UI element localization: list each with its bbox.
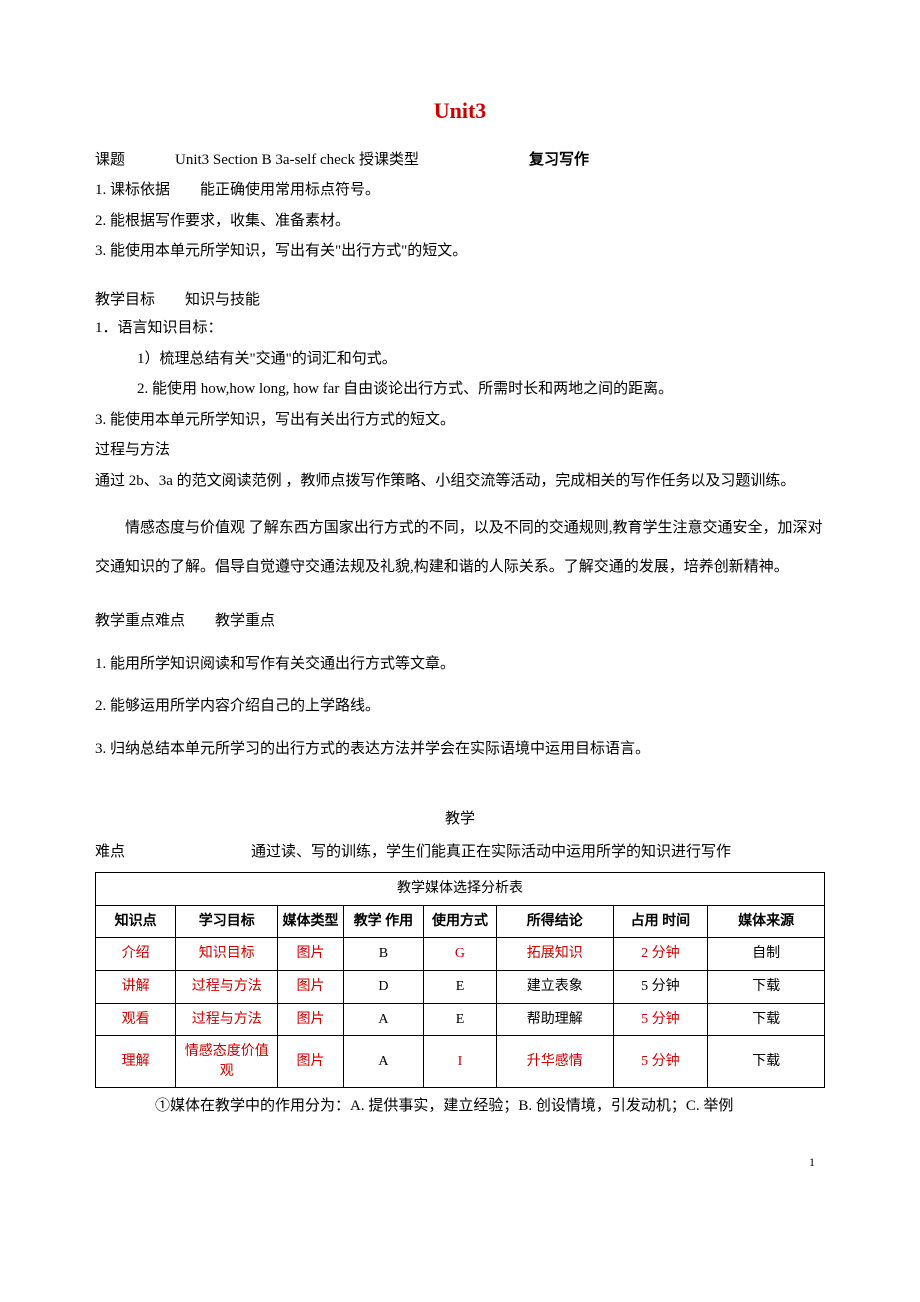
table-header-row: 知识点学习目标媒体类型教学 作用使用方式所得结论占用 时间媒体来源 bbox=[96, 905, 825, 938]
table-col-3: 教学 作用 bbox=[343, 905, 423, 938]
table-cell: 理解 bbox=[96, 1036, 176, 1088]
keypoint-2: 2. 能够运用所学内容介绍自己的上学路线。 bbox=[95, 692, 825, 721]
table-col-1: 学习目标 bbox=[176, 905, 278, 938]
table-cell: 升华感情 bbox=[496, 1036, 613, 1088]
table-cell: E bbox=[424, 971, 497, 1004]
table-cell: 过程与方法 bbox=[176, 1003, 278, 1036]
table-row: 讲解过程与方法图片DE建立表象5 分钟下载 bbox=[96, 971, 825, 1004]
standard-1: 1. 课标依据 能正确使用常用标点符号。 bbox=[95, 176, 825, 205]
table-cell: A bbox=[343, 1036, 423, 1088]
table-cell: 图片 bbox=[278, 938, 344, 971]
goal-a: 1．语言知识目标： bbox=[95, 314, 825, 343]
table-cell: 下载 bbox=[708, 971, 825, 1004]
media-table: 教学媒体选择分析表 知识点学习目标媒体类型教学 作用使用方式所得结论占用 时间媒… bbox=[95, 872, 825, 1088]
table-cell: E bbox=[424, 1003, 497, 1036]
table-col-7: 媒体来源 bbox=[708, 905, 825, 938]
type-value: 复习写作 bbox=[529, 146, 589, 175]
goal-a3: 3. 能使用本单元所学知识，写出有关出行方式的短文。 bbox=[95, 406, 825, 435]
goal-a2: 2. 能使用 how,how long, how far 自由谈论出行方式、所需… bbox=[95, 375, 825, 404]
page-number: 1 bbox=[95, 1151, 825, 1174]
table-cell: 自制 bbox=[708, 938, 825, 971]
table-cell: 介绍 bbox=[96, 938, 176, 971]
topic-value: Unit3 Section B 3a-self check bbox=[175, 146, 355, 175]
table-row: 介绍知识目标图片BG拓展知识2 分钟自制 bbox=[96, 938, 825, 971]
table-cell: 知识目标 bbox=[176, 938, 278, 971]
table-cell: A bbox=[343, 1003, 423, 1036]
keypoint-3: 3. 归纳总结本单元所学习的出行方式的表达方法并学会在实际语境中运用目标语言。 bbox=[95, 735, 825, 764]
table-cell: 下载 bbox=[708, 1003, 825, 1036]
table-cell: D bbox=[343, 971, 423, 1004]
table-row: 观看过程与方法图片AE帮助理解5 分钟下载 bbox=[96, 1003, 825, 1036]
table-col-6: 占用 时间 bbox=[613, 905, 708, 938]
table-title-row: 教学媒体选择分析表 bbox=[96, 873, 825, 906]
table-cell: 下载 bbox=[708, 1036, 825, 1088]
table-cell: 图片 bbox=[278, 1003, 344, 1036]
table-cell: 观看 bbox=[96, 1003, 176, 1036]
table-cell: 情感态度价值观 bbox=[176, 1036, 278, 1088]
footnote: ①媒体在教学中的作用分为：A. 提供事实，建立经验；B. 创设情境，引发动机；C… bbox=[95, 1092, 825, 1121]
table-cell: 帮助理解 bbox=[496, 1003, 613, 1036]
standard-3: 3. 能使用本单元所学知识，写出有关"出行方式"的短文。 bbox=[95, 237, 825, 266]
table-cell: 图片 bbox=[278, 1036, 344, 1088]
table-title: 教学媒体选择分析表 bbox=[96, 873, 825, 906]
table-cell: 5 分钟 bbox=[613, 1036, 708, 1088]
unit-title: Unit3 bbox=[95, 90, 825, 132]
table-cell: B bbox=[343, 938, 423, 971]
table-cell: 建立表象 bbox=[496, 971, 613, 1004]
table-cell: 5 分钟 bbox=[613, 1003, 708, 1036]
table-cell: 拓展知识 bbox=[496, 938, 613, 971]
header-row: 课题 Unit3 Section B 3a-self check 授课类型 复习… bbox=[95, 146, 825, 175]
table-cell: 图片 bbox=[278, 971, 344, 1004]
hard-text: 通过读、写的训练，学生们能真正在实际活动中运用所学的知识进行写作 bbox=[251, 838, 825, 867]
table-cell: 讲解 bbox=[96, 971, 176, 1004]
goals-head: 教学目标 知识与技能 bbox=[95, 286, 825, 315]
keypoint-1: 1. 能用所学知识阅读和写作有关交通出行方式等文章。 bbox=[95, 650, 825, 679]
table-col-0: 知识点 bbox=[96, 905, 176, 938]
emotion-goal: 情感态度与价值观 了解东西方国家出行方式的不同，以及不同的交通规则,教育学生注意… bbox=[95, 509, 825, 587]
hard-label: 难点 bbox=[95, 838, 151, 867]
goal-a1: 1）梳理总结有关"交通"的词汇和句式。 bbox=[95, 345, 825, 374]
topic-label: 课题 bbox=[95, 146, 167, 175]
table-cell: 过程与方法 bbox=[176, 971, 278, 1004]
table-col-2: 媒体类型 bbox=[278, 905, 344, 938]
standard-2: 2. 能根据写作要求，收集、准备素材。 bbox=[95, 207, 825, 236]
proc-body: 通过 2b、3a 的范文阅读范例 ，教师点拨写作策略、小组交流等活动，完成相关的… bbox=[95, 467, 825, 496]
table-col-4: 使用方式 bbox=[424, 905, 497, 938]
table-row: 理解情感态度价值观图片AI升华感情5 分钟下载 bbox=[96, 1036, 825, 1088]
hard-center: 教学 bbox=[95, 805, 825, 834]
table-col-5: 所得结论 bbox=[496, 905, 613, 938]
keypoints-head: 教学重点难点 教学重点 bbox=[95, 607, 825, 636]
table-cell: 5 分钟 bbox=[613, 971, 708, 1004]
table-cell: 2 分钟 bbox=[613, 938, 708, 971]
table-cell: I bbox=[424, 1036, 497, 1088]
proc-head: 过程与方法 bbox=[95, 436, 825, 465]
hard-row: 难点 通过读、写的训练，学生们能真正在实际活动中运用所学的知识进行写作 bbox=[95, 838, 825, 867]
table-cell: G bbox=[424, 938, 497, 971]
type-label: 授课类型 bbox=[359, 146, 419, 175]
